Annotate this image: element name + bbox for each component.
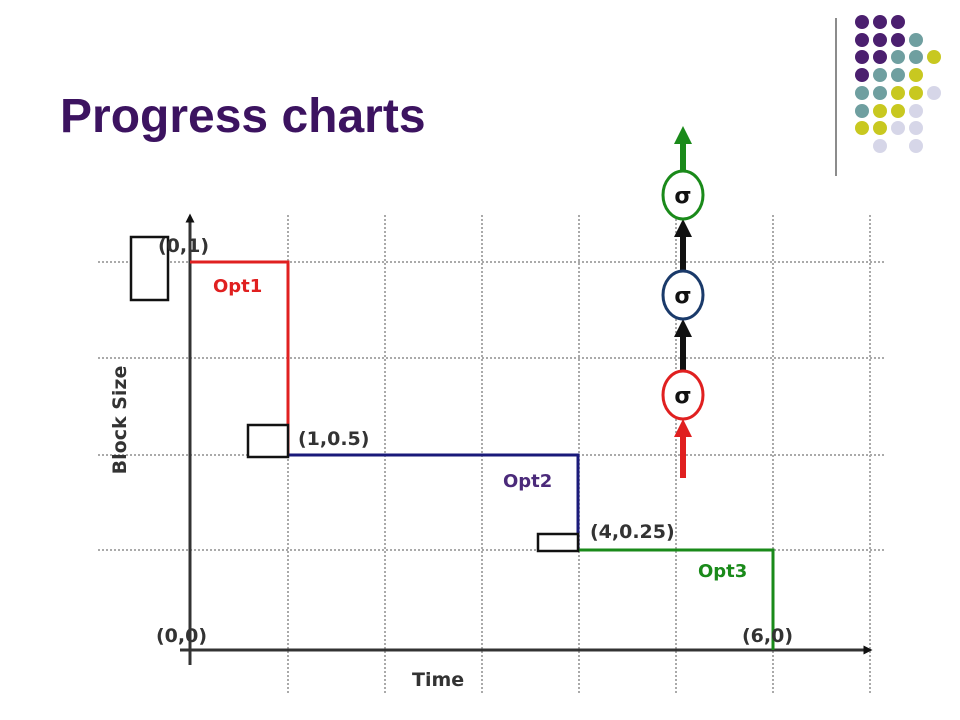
point-label: (0,0) <box>156 625 207 647</box>
x-axis-label: Time <box>412 669 464 691</box>
node-label: σ <box>674 184 691 209</box>
node-label: σ <box>674 284 691 309</box>
operator-label: Opt2 <box>503 471 552 492</box>
point-label: (6,0) <box>742 625 793 647</box>
node-label: σ <box>674 384 691 409</box>
operator-tree <box>661 126 705 478</box>
decoration <box>835 15 941 176</box>
point-label: (4,0.25) <box>590 521 675 543</box>
blocks <box>129 235 580 553</box>
operator-label: Opt3 <box>698 561 747 582</box>
operator-label: Opt1 <box>213 276 262 297</box>
y-axis-label: Block Size <box>109 366 131 475</box>
point-label: (1,0.5) <box>298 428 369 450</box>
point-label: (0,1) <box>158 235 209 257</box>
axes <box>180 213 873 665</box>
title: Progress charts <box>60 90 426 143</box>
progress-steps <box>190 260 775 650</box>
